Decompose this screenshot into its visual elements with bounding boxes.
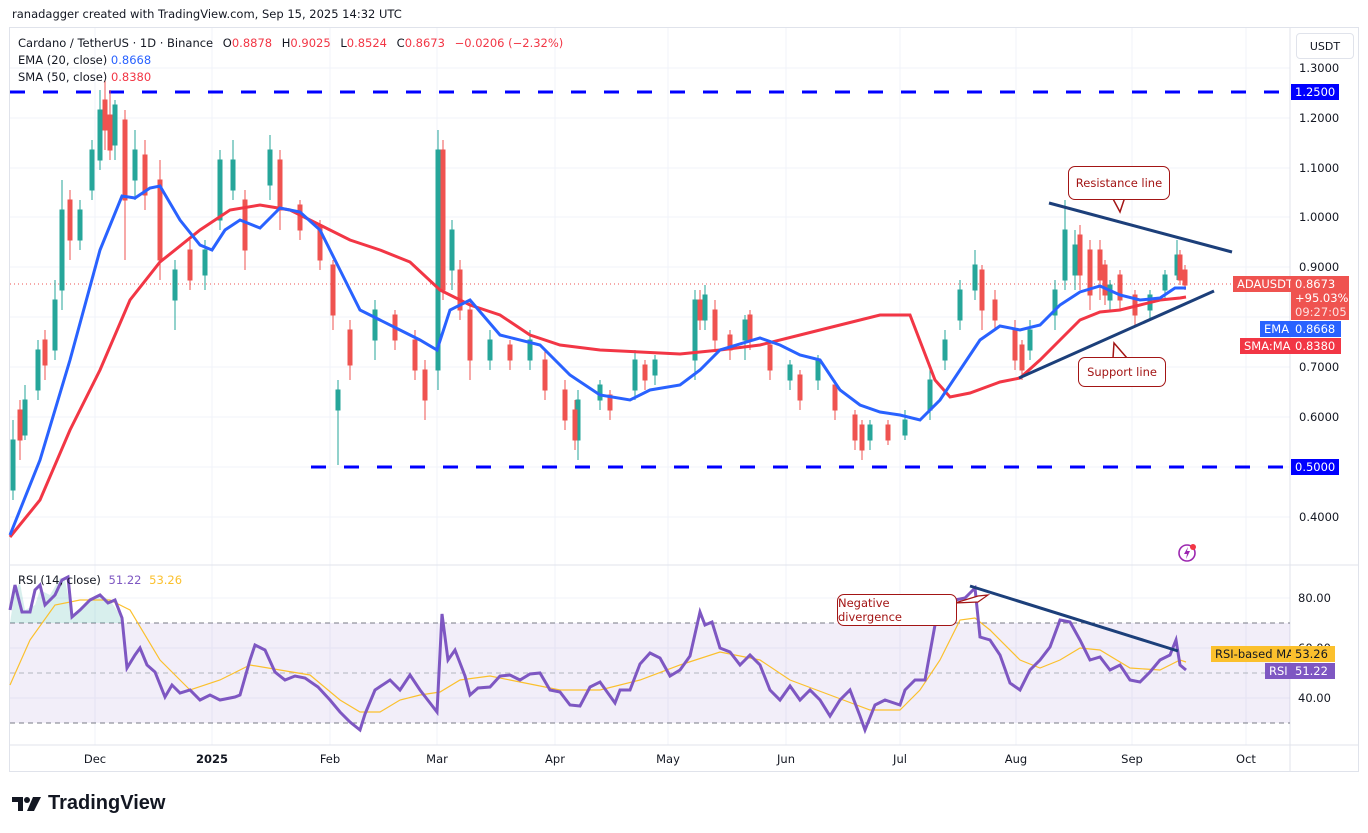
open-label: O bbox=[222, 36, 232, 50]
last-change: +95.03% bbox=[1295, 291, 1349, 305]
high-value: 0.9025 bbox=[290, 36, 331, 50]
rsi-label: RSI (14, close) bbox=[18, 573, 101, 587]
time-label: Aug bbox=[1004, 752, 1028, 766]
rsi-ma-value: 53.26 bbox=[149, 573, 183, 587]
price-tick: 0.6000 bbox=[1299, 410, 1340, 424]
rsi-axis-label: RSI bbox=[1265, 663, 1292, 679]
rsi-line bbox=[8, 574, 1187, 735]
time-label: Dec bbox=[83, 752, 107, 766]
rsi-ma-axis-label: RSI-based MA bbox=[1211, 646, 1298, 662]
time-label: Sep bbox=[1121, 752, 1143, 766]
change-value: −0.0206 (−2.32%) bbox=[454, 36, 564, 50]
last-price: 0.8673 bbox=[1295, 277, 1336, 291]
currency-selector[interactable]: USDT bbox=[1296, 33, 1354, 59]
time-label: Feb bbox=[319, 752, 341, 766]
resistance-trendline bbox=[1048, 201, 1233, 254]
ema-legend[interactable]: EMA (20, close) 0.8668 bbox=[18, 52, 563, 69]
last-price-tag: 0.8673 +95.03% 09:27:05 bbox=[1291, 276, 1349, 320]
level-tag-1-25: 1.2500 bbox=[1291, 84, 1339, 100]
time-label: Jun bbox=[777, 752, 795, 766]
time-label: Mar bbox=[426, 752, 448, 766]
tradingview-logo-icon bbox=[12, 796, 41, 811]
rsi-value: 51.22 bbox=[108, 573, 142, 587]
time-label: Jul bbox=[893, 752, 907, 766]
price-legend: Cardano / TetherUS · 1D · Binance O0.887… bbox=[18, 35, 563, 86]
open-value: 0.8878 bbox=[231, 36, 273, 50]
ema-value: 0.8668 bbox=[110, 53, 152, 67]
sma-50-line bbox=[8, 203, 1187, 538]
tradingview-logo[interactable]: TradingView bbox=[12, 792, 165, 815]
alert-lightning-icon[interactable] bbox=[1177, 541, 1199, 567]
time-label: May bbox=[656, 752, 680, 766]
chart-credit: ranadagger created with TradingView.com,… bbox=[12, 7, 402, 21]
candlesticks bbox=[10, 80, 1188, 500]
price-tick: 0.4000 bbox=[1299, 510, 1340, 524]
ema-20-line bbox=[8, 184, 1186, 536]
low-value: 0.8524 bbox=[346, 36, 387, 50]
sma-axis-label: SMA:MA bbox=[1240, 338, 1295, 354]
time-label: 2025 bbox=[195, 752, 229, 766]
symbol-tag: ADAUSDT bbox=[1233, 276, 1297, 292]
rsi-overbought-fill bbox=[10, 578, 122, 623]
close-value: 0.8673 bbox=[404, 36, 445, 50]
bar-countdown: 09:27:05 bbox=[1295, 305, 1347, 319]
brand-name: TradingView bbox=[48, 792, 166, 814]
time-label: Apr bbox=[545, 752, 565, 766]
rsi-divergence-trendline bbox=[969, 584, 1179, 653]
price-tick: 1.2000 bbox=[1299, 111, 1340, 125]
divergence-callout[interactable]: Negative divergence bbox=[837, 594, 957, 626]
low-label: L bbox=[340, 36, 347, 50]
close-label: C bbox=[396, 36, 405, 50]
rsi-ma-axis-value: 53.26 bbox=[1291, 646, 1335, 662]
rsi-axis-value: 51.22 bbox=[1291, 663, 1335, 679]
high-label: H bbox=[281, 36, 291, 50]
price-tick: 1.1000 bbox=[1299, 161, 1340, 175]
ema-axis-label: EMA bbox=[1260, 321, 1294, 337]
sma-legend[interactable]: SMA (50, close) 0.8380 bbox=[18, 69, 563, 86]
support-callout[interactable]: Support line bbox=[1078, 357, 1166, 387]
sma-axis-value: 0.8380 bbox=[1291, 338, 1341, 354]
time-label: Oct bbox=[1236, 752, 1256, 766]
price-tick: 0.7000 bbox=[1299, 360, 1340, 374]
sma-value: 0.8380 bbox=[110, 70, 152, 84]
ema-label: EMA (20, close) bbox=[18, 53, 108, 67]
rsi-tick: 80.00 bbox=[1298, 591, 1331, 605]
support-trendline bbox=[1018, 289, 1215, 380]
rsi-tick: 40.00 bbox=[1298, 691, 1331, 705]
symbol-title[interactable]: Cardano / TetherUS · 1D · Binance bbox=[18, 36, 214, 50]
price-tick: 1.0000 bbox=[1299, 210, 1340, 224]
price-tick: 0.9000 bbox=[1299, 260, 1340, 274]
sma-label: SMA (50, close) bbox=[18, 70, 108, 84]
resistance-callout[interactable]: Resistance line bbox=[1068, 166, 1170, 200]
price-tick: 1.3000 bbox=[1299, 61, 1340, 75]
level-tag-0-50: 0.5000 bbox=[1291, 459, 1339, 475]
rsi-legend[interactable]: RSI (14, close) 51.22 53.26 bbox=[18, 573, 182, 587]
ema-axis-value: 0.8668 bbox=[1291, 321, 1341, 337]
